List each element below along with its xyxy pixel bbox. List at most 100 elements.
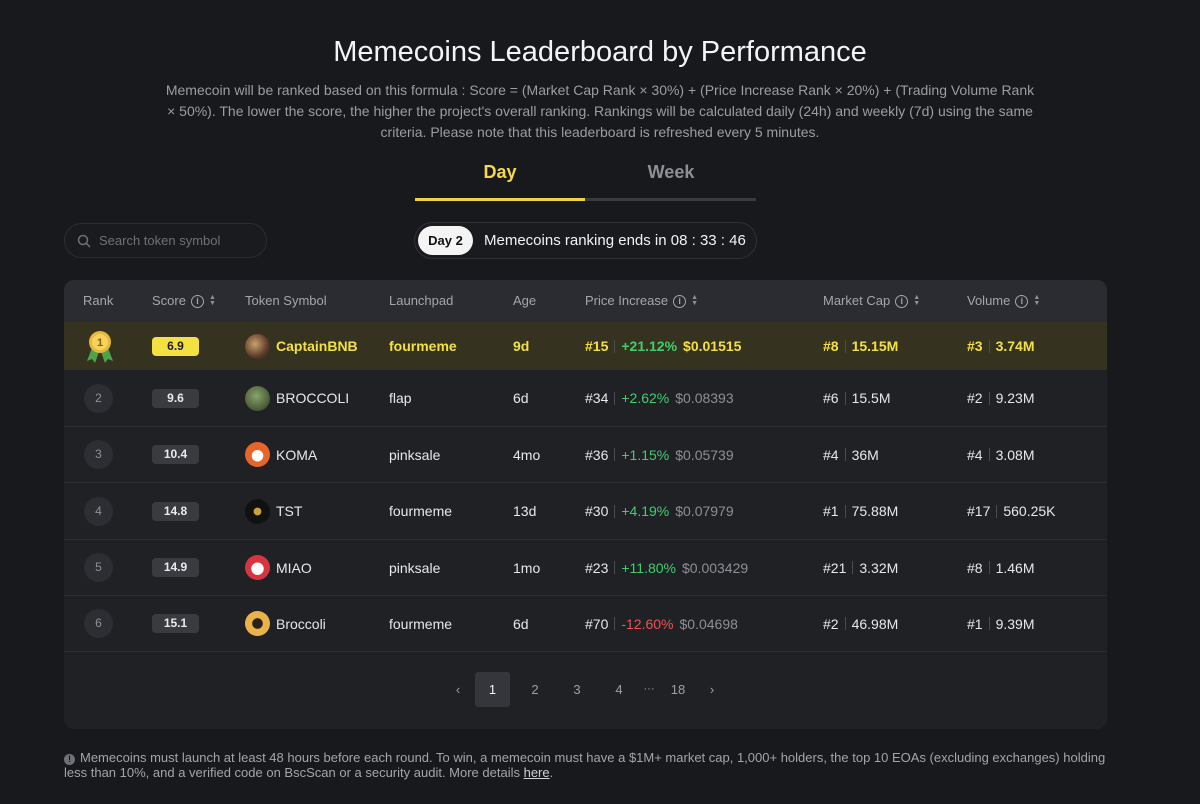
launchpad-cell: fourmeme [389,338,457,354]
info-icon[interactable]: i [673,294,687,308]
page-button-18[interactable]: 18 [670,682,686,697]
volume-rank: #4 [967,446,983,463]
launchpad-cell: fourmeme [389,615,453,632]
tab-day[interactable]: Day [483,162,517,182]
token-cell[interactable]: TST [245,483,302,539]
market-cap-value: 15.15M [851,338,899,354]
header-price-increase[interactable]: Price Increase i ▲ ▼ [585,293,699,308]
token-symbol[interactable]: BROCCOLI [276,390,350,406]
token-symbol[interactable]: MIAO [276,559,312,576]
divider [988,339,990,353]
token-logo [245,442,270,467]
price-increase-cell: #36 +1.15% $0.05739 [585,427,734,482]
token-price: $0.07979 [675,503,734,519]
price-change: +21.12% [621,338,678,354]
divider [844,617,846,630]
market-cap-cell: #2 46.98M [823,596,898,651]
price-change: +4.19% [621,503,670,519]
volume-value: 3.08M [995,446,1035,463]
info-icon[interactable]: i [1015,294,1029,308]
details-link[interactable]: here [523,765,550,780]
header-age: Age [513,293,537,308]
volume-rank: #2 [967,390,983,406]
tab-week[interactable]: Week [647,162,695,182]
page-button-2[interactable]: 2 [531,682,539,697]
round-countdown: Day 2 Memecoins ranking ends in 08 : 33 … [414,222,757,259]
eligibility-note: ! Memecoins must launch at least 48 hours… [64,750,1106,780]
rank-badge: 6 [84,609,113,638]
header-launchpad: Launchpad [389,293,454,308]
price-rank: #15 [585,338,609,354]
sort-icon[interactable]: ▲ ▼ [691,294,699,307]
volume-rank: #3 [967,338,983,354]
header-token: Token Symbol [245,293,327,308]
score-cell: 14.9 [152,540,199,595]
volume-value: 560.25K [1003,503,1056,519]
volume-rank: #1 [967,615,983,632]
page-button-4[interactable]: 4 [615,682,623,697]
divider [852,561,854,574]
header-market-cap[interactable]: Market Cap i ▲ ▼ [823,293,921,308]
token-symbol[interactable]: TST [276,503,303,519]
divider [844,504,846,518]
price-increase-cell: #30 +4.19% $0.07979 [585,483,734,539]
token-cell[interactable]: Broccoli [245,596,326,651]
page-button-1[interactable]: 1 [475,672,510,707]
rank-cell: 6 [84,596,113,651]
volume-cell: #3 3.74M [967,322,1035,370]
search-box[interactable] [64,223,267,258]
age-cell: 9d [513,338,530,354]
market-cap-cell: #21 3.32M [823,540,898,595]
price-increase-cell: #70 -12.60% $0.04698 [585,596,738,651]
sort-icon[interactable]: ▲ ▼ [208,294,216,307]
price-rank: #70 [585,615,609,632]
market-cap-rank: #6 [823,390,839,406]
table-row[interactable]: 3 10.4 KOMA pinksale 4mo #36 +1.15% $0.0… [64,427,1107,483]
rank-badge: 2 [84,383,113,413]
token-cell[interactable]: CaptainBNB [245,322,358,370]
token-symbol[interactable]: KOMA [276,446,318,463]
table-row[interactable]: 4 14.8 TST fourmeme 13d #30 +4.19% $0.07… [64,483,1107,540]
divider [988,561,990,574]
rank-cell: 4 [84,483,113,539]
info-icon[interactable]: i [190,294,204,308]
search-input[interactable] [99,233,259,248]
token-price: $0.04698 [679,615,738,632]
price-increase-cell: #15 +21.12% $0.01515 [585,322,741,370]
divider [614,448,616,461]
volume-value: 3.74M [995,338,1035,354]
volume-cell: #2 9.23M [967,370,1035,426]
market-cap-rank: #8 [823,338,839,354]
score-cell: 6.9 [152,322,199,370]
token-symbol[interactable]: Broccoli [276,615,326,632]
sort-icon[interactable]: ▲ ▼ [1033,294,1041,307]
age-cell: 6d [513,615,529,632]
divider [844,448,846,461]
header-rank: Rank [83,293,114,308]
volume-rank: #8 [967,559,983,576]
divider [988,391,990,405]
token-cell[interactable]: BROCCOLI [245,370,349,426]
market-cap-rank: #2 [823,615,839,632]
next-page-button[interactable]: › [709,682,715,697]
age-cell: 6d [513,390,529,406]
table-row[interactable]: 5 14.9 MIAO pinksale 1mo #23 +11.80% $0.… [64,540,1107,596]
launchpad-cell: pinksale [389,446,441,463]
score-badge: 10.4 [152,445,199,464]
price-rank: #23 [585,559,609,576]
header-score[interactable]: Score i ▲ ▼ [152,293,216,308]
table-row[interactable]: 6 15.1 Broccoli fourmeme 6d #70 -12.60% … [64,596,1107,652]
info-icon[interactable]: i [895,294,909,308]
market-cap-rank: #1 [823,503,839,519]
token-cell[interactable]: MIAO [245,540,312,595]
page-button-3[interactable]: 3 [573,682,581,697]
table-row[interactable]: 2 9.6 BROCCOLI flap 6d #34 +2.62% $0.083… [64,370,1107,427]
market-cap-rank: #4 [823,446,839,463]
score-badge: 14.9 [152,558,199,577]
prev-page-button[interactable]: ‹ [455,682,461,697]
token-symbol[interactable]: CaptainBNB [276,338,358,354]
header-volume[interactable]: Volume i ▲ ▼ [967,293,1041,308]
table-row[interactable]: 1 6.9 CaptainBNB fourmeme 9d #15 +21.12%… [64,322,1107,370]
sort-icon[interactable]: ▲ ▼ [913,294,921,307]
token-cell[interactable]: KOMA [245,427,317,482]
